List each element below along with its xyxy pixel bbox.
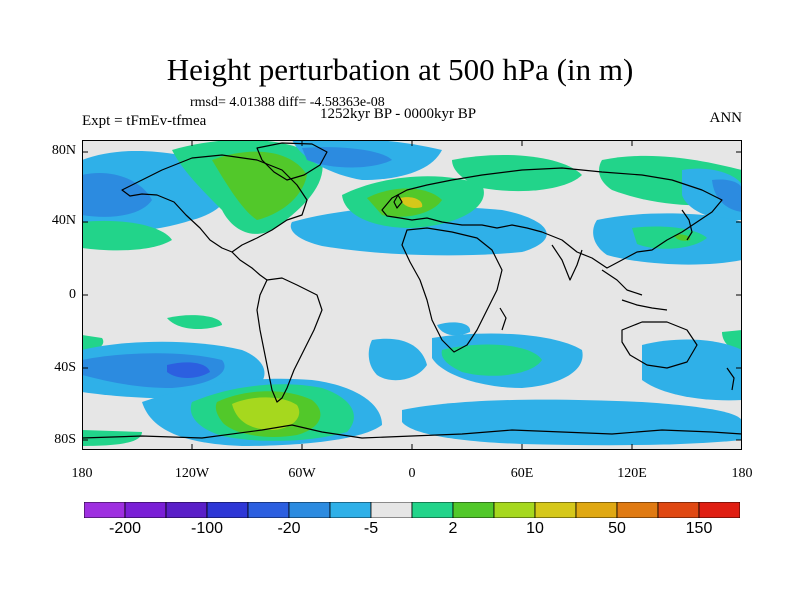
colorbar-tick-label: -20 — [277, 520, 301, 537]
contour-region — [722, 330, 742, 352]
lat-label: 80N — [51, 143, 76, 158]
colorbar-swatch — [698, 502, 740, 518]
colorbar-tick-label: 2 — [448, 520, 458, 537]
contour-region — [437, 322, 471, 336]
contour-region — [82, 353, 225, 388]
contour-region — [232, 397, 300, 430]
experiment-label: Expt = tFmEv-tfmea — [82, 113, 207, 129]
colorbar-swatch — [452, 502, 495, 518]
colorbar-tick-label: 150 — [685, 520, 713, 537]
colorbar-tick-label: -200 — [108, 520, 142, 537]
map-title: Height perturbation at 500 hPa (in m) — [166, 52, 634, 87]
lat-label: 0 — [69, 287, 76, 302]
colorbar-swatch — [370, 502, 413, 518]
lat-label: 40N — [51, 213, 76, 228]
colorbar — [84, 502, 740, 518]
coastlines — [82, 142, 742, 439]
colorbar-swatch — [575, 502, 618, 518]
colorbar-swatch — [329, 502, 372, 518]
lon-label: 120E — [617, 466, 647, 481]
contour-region — [441, 344, 542, 376]
lat-label: 80S — [54, 432, 76, 447]
colorbar-swatch — [288, 502, 331, 518]
contour-region — [82, 220, 172, 251]
contour-region — [402, 399, 742, 446]
colorbar-tick-label: 10 — [526, 520, 544, 537]
season-label: ANN — [709, 110, 743, 126]
lon-label: 120W — [174, 466, 210, 481]
colorbar-tick-label: 50 — [608, 520, 626, 537]
colorbar-swatch — [84, 502, 126, 518]
contour-region — [368, 338, 427, 381]
contour-region — [452, 155, 582, 192]
period-text: 1252kyr BP - 0000kyr BP — [320, 106, 477, 122]
colorbar-swatch — [411, 502, 454, 518]
lon-label: 0 — [408, 466, 416, 481]
lon-label: 180 — [71, 466, 93, 481]
contour-region — [642, 339, 742, 401]
colorbar-swatch — [493, 502, 536, 518]
colorbar-swatch — [124, 502, 167, 518]
lon-label: 60W — [288, 466, 316, 481]
lon-label: 180 — [731, 466, 753, 481]
contour-region — [167, 362, 210, 378]
contour-region — [82, 430, 142, 446]
colorbar-tick-label: -5 — [363, 520, 379, 537]
axis-ticks — [82, 140, 742, 450]
colorbar-swatch — [165, 502, 208, 518]
contour-region — [212, 151, 307, 220]
contour-region — [302, 147, 392, 168]
lon-label: 60E — [510, 466, 534, 481]
contour-region — [674, 234, 691, 241]
colorbar-swatch — [616, 502, 659, 518]
colorbar-swatch — [657, 502, 700, 518]
colorbar-swatch — [206, 502, 249, 518]
contour-region — [167, 315, 222, 330]
lat-label: 40S — [54, 360, 76, 375]
contour-region — [632, 226, 707, 249]
colorbar-swatch — [247, 502, 290, 518]
contour-region — [400, 197, 423, 208]
colorbar-tick-label: -100 — [190, 520, 224, 537]
stats-text: rmsd= 4.01388 diff= -4.58363e-08 — [190, 95, 385, 110]
map-plot — [82, 140, 742, 450]
contour-region — [712, 179, 742, 212]
colorbar-swatch — [534, 502, 577, 518]
